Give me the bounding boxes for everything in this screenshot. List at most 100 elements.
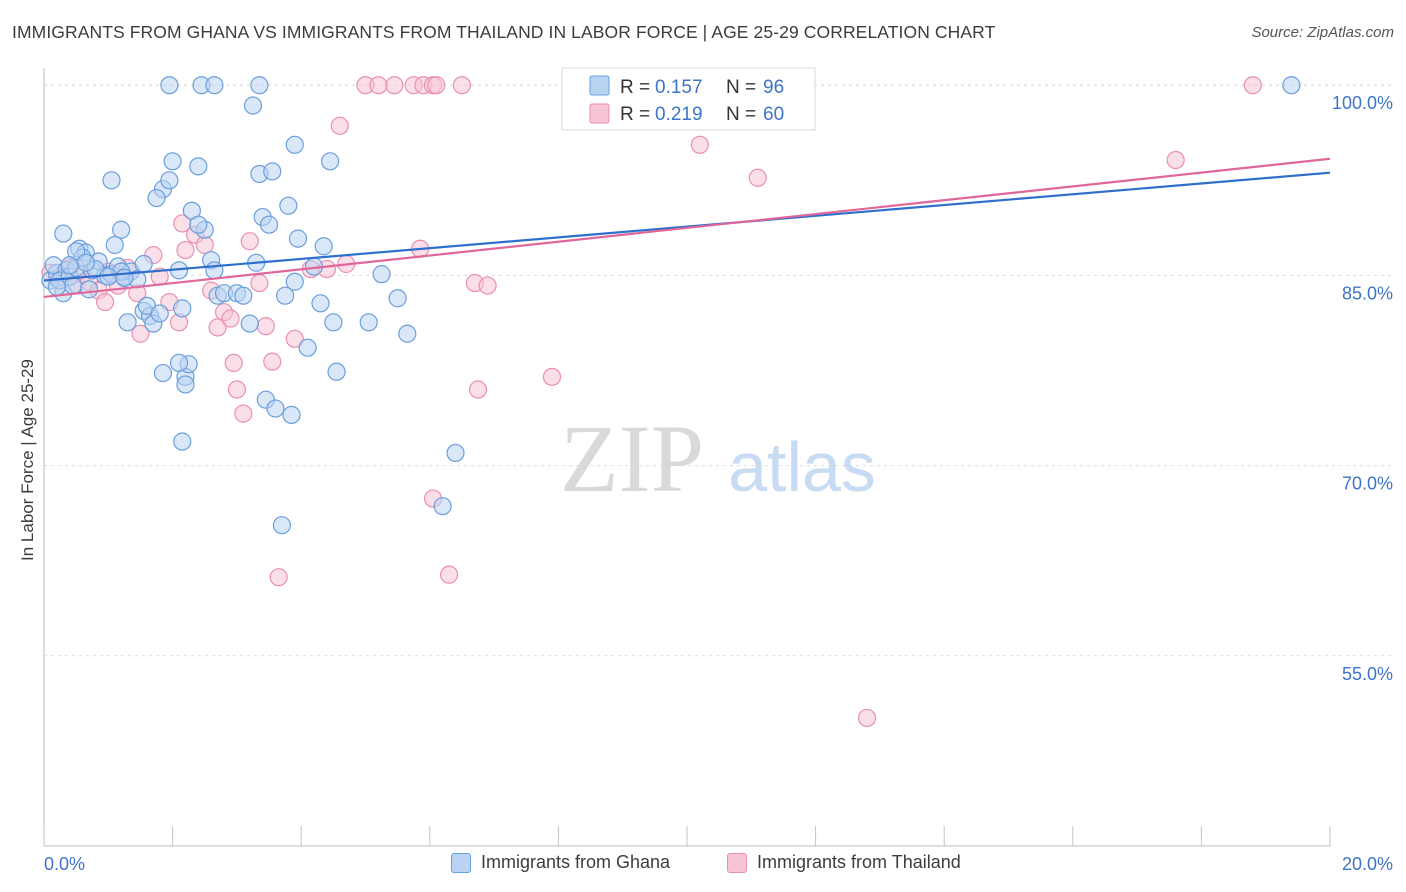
thailand-r-value: 0.219 [655, 104, 703, 125]
thailand-n-value: 60 [763, 104, 784, 125]
ghana-point [160, 76, 179, 95]
ghana-point [79, 280, 99, 299]
thailand-point [427, 76, 446, 95]
ghana-point [266, 399, 285, 418]
thailand-point [468, 380, 488, 399]
ghana-point [324, 313, 343, 332]
ghana-point [285, 135, 304, 154]
thailand-legend-swatch [727, 852, 747, 873]
thailand-point [748, 168, 767, 187]
ghana-point [147, 188, 166, 208]
thailand-point [176, 240, 195, 260]
chart-title: IMMIGRANTS FROM GHANA VS IMMIGRANTS FROM… [12, 22, 996, 42]
thailand-point [330, 116, 349, 135]
thailand-point [208, 318, 227, 337]
thailand-point [478, 276, 497, 295]
thailand-point [1166, 150, 1185, 170]
ghana-point [279, 196, 298, 215]
thailand-points [41, 76, 1262, 728]
ghana-point [189, 215, 208, 234]
thailand-legend-label: Immigrants from Thailand [757, 852, 961, 872]
ghana-stats-swatch [589, 75, 610, 96]
ghana-point [205, 261, 224, 280]
thailand-point [95, 292, 115, 312]
thailand-point [234, 404, 253, 423]
ghana-point [134, 254, 153, 274]
ghana-point [163, 152, 182, 171]
ghana-r-label: R = [620, 77, 650, 98]
thailand-point [195, 235, 214, 255]
ghana-point [105, 235, 124, 255]
ghana-point [298, 338, 317, 357]
thailand-stats-swatch [589, 103, 610, 124]
ghana-point [118, 313, 137, 332]
ghana-point [433, 497, 452, 516]
thailand-point [857, 708, 877, 728]
ghana-point [160, 171, 179, 190]
bottom-legend: Immigrants from Ghana Immigrants from Th… [0, 852, 1406, 878]
ghana-legend-swatch [451, 852, 471, 873]
ghana-point [272, 516, 292, 535]
ghana-point [112, 220, 131, 239]
ghana-point [54, 224, 73, 243]
ghana-point [398, 324, 417, 343]
watermark-zip: ZIP [560, 405, 704, 512]
thailand-point [269, 568, 288, 587]
ghana-point [321, 152, 340, 171]
thailand-point [227, 380, 246, 399]
legend-item-thailand[interactable]: Immigrants from Thailand [727, 852, 961, 873]
thailand-point [240, 232, 259, 251]
ghana-point [288, 229, 308, 248]
ghana-point [282, 405, 301, 424]
ghana-point [102, 171, 121, 190]
watermark-atlas: atlas [728, 428, 876, 506]
ghana-point [240, 314, 259, 333]
ghana-point [276, 286, 295, 305]
chart-source: Source: ZipAtlas.com [1251, 24, 1394, 41]
stats-legend: R = 0.157 N = 96 R = 0.219 N = 60 [561, 67, 816, 131]
zipatlas-watermark: ZIP atlas [560, 405, 876, 512]
thailand-point [250, 273, 269, 293]
y-tick-label: 70.0% [1342, 474, 1393, 494]
trend-lines [43, 157, 1331, 299]
ghana-point [153, 363, 173, 383]
gridlines [44, 84, 1395, 657]
ghana-n-label: N = [726, 77, 756, 98]
ghana-point [173, 432, 192, 451]
x-tick-labels: 0.0% 20.0% [44, 854, 1393, 874]
thailand-point [439, 565, 459, 584]
ghana-point [314, 237, 333, 256]
thailand-point [256, 317, 275, 336]
ghana-point [372, 265, 391, 284]
thailand-point [285, 329, 304, 348]
thailand-point [224, 353, 243, 373]
ghana-point [259, 215, 279, 234]
x-tick-label-start: 0.0% [44, 854, 85, 874]
ghana-point [60, 256, 79, 275]
ghana-point [243, 96, 263, 115]
thailand-point [369, 76, 388, 95]
ghana-trend-line [43, 171, 1331, 282]
ghana-point [150, 304, 169, 323]
legend-item-ghana[interactable]: Immigrants from Ghana [451, 852, 670, 873]
thailand-point [385, 76, 404, 95]
thailand-point [131, 324, 150, 343]
y-tick-label: 85.0% [1342, 283, 1393, 303]
thailand-point [452, 76, 472, 95]
thailand-point [542, 367, 562, 386]
ghana-n-value: 96 [763, 77, 784, 98]
y-tick-label: 55.0% [1342, 664, 1393, 684]
thailand-r-label: R = [620, 104, 650, 125]
ghana-point [250, 76, 269, 95]
ghana-point [359, 313, 378, 332]
thailand-point [263, 352, 282, 371]
ghana-point [311, 294, 330, 313]
ghana-point [1282, 76, 1301, 95]
y-tick-label: 100.0% [1332, 93, 1393, 113]
thailand-trend-line [43, 157, 1331, 299]
ghana-r-value: 0.157 [655, 77, 703, 98]
ghana-point [189, 157, 208, 176]
ghana-point [176, 375, 195, 394]
thailand-n-label: N = [726, 104, 756, 125]
